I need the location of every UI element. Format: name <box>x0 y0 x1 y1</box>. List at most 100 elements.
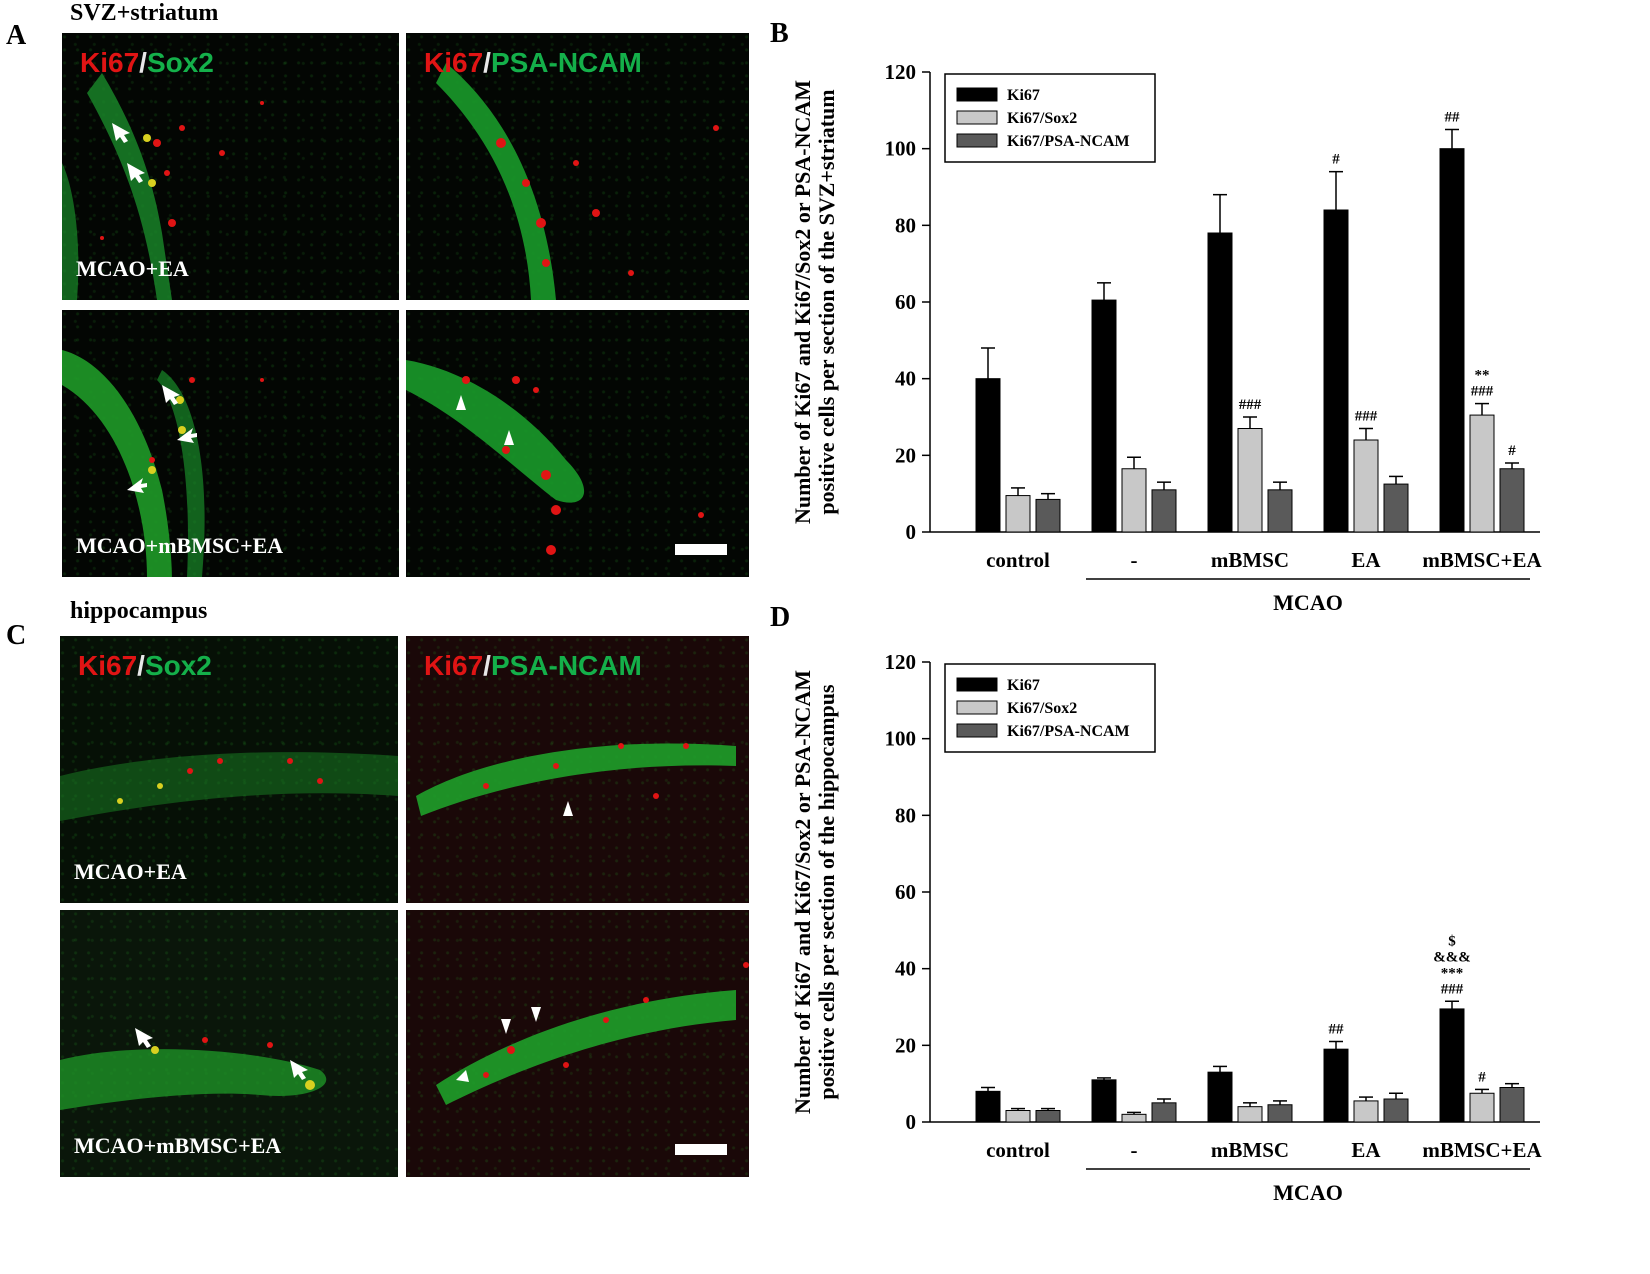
legend-swatch <box>956 723 998 738</box>
legend-label: Ki67/Sox2 <box>1007 110 1077 127</box>
bar <box>1323 209 1349 533</box>
region-title-svz: SVZ+striatum <box>70 0 219 26</box>
bar <box>1439 148 1465 533</box>
region-title-hippocampus: hippocampus <box>70 598 208 624</box>
y-tick-label: 80 <box>895 803 916 827</box>
chart-b-svg: Number of Ki67 and Ki67/Sox2 or PSA-NCAM… <box>790 60 1542 615</box>
bar <box>975 378 1001 533</box>
bar <box>1237 1106 1263 1123</box>
panel-letter-b: B <box>770 18 789 49</box>
y-axis-label: positive cells per section of the SVZ+st… <box>814 89 839 514</box>
bar <box>1439 1008 1465 1123</box>
bar <box>975 1090 1001 1123</box>
significance-label: $ <box>1448 933 1456 949</box>
y-tick-label: 100 <box>885 137 917 161</box>
legend-swatch <box>956 87 998 102</box>
significance-label: # <box>1332 152 1340 168</box>
bar <box>1005 1110 1031 1123</box>
bar <box>1121 468 1147 533</box>
panel-letter-c: C <box>6 620 27 651</box>
x-tick-label: EA <box>1351 1138 1381 1162</box>
y-axis-label: positive cells per section of the hippoc… <box>814 684 839 1100</box>
legend-label: Ki67/PSA-NCAM <box>1007 723 1130 740</box>
bar <box>1207 1071 1233 1123</box>
y-tick-label: 20 <box>895 1033 916 1057</box>
bar <box>1267 1104 1293 1123</box>
stain-label: Ki67/Sox2 <box>80 47 214 78</box>
x-tick-label: control <box>986 1138 1050 1162</box>
bar <box>1237 428 1263 533</box>
stain-label: Ki67/Sox2 <box>78 650 212 681</box>
y-tick-label: 60 <box>895 880 916 904</box>
bar <box>1383 483 1409 533</box>
panel-letter-a: A <box>6 20 27 51</box>
micrograph-c4 <box>406 910 749 1177</box>
significance-label: # <box>1478 1069 1486 1085</box>
bar <box>1469 1092 1495 1123</box>
chart-b: Number of Ki67 and Ki67/Sox2 or PSA-NCAM… <box>780 40 1640 620</box>
x-tick-label: - <box>1131 1138 1138 1162</box>
y-tick-label: 0 <box>906 520 917 544</box>
y-tick-label: 100 <box>885 727 917 751</box>
condition-label: MCAO+mBMSC+EA <box>76 533 284 558</box>
y-tick-label: 40 <box>895 957 916 981</box>
significance-label: ** <box>1475 368 1490 384</box>
condition-label: MCAO+EA <box>74 859 187 884</box>
condition-label: MCAO+mBMSC+EA <box>74 1133 282 1158</box>
condition-label: MCAO+EA <box>76 256 189 281</box>
legend-swatch <box>956 700 998 715</box>
y-tick-label: 120 <box>885 60 917 84</box>
bar <box>1091 1079 1117 1123</box>
micrograph-c1: Ki67/Sox2 MCAO+EA <box>60 636 398 903</box>
significance-label: ### <box>1355 409 1378 425</box>
micrograph-a1: Ki67/Sox2 MCAO+EA <box>62 33 399 300</box>
micrograph-a3: MCAO+mBMSC+EA <box>62 310 399 577</box>
significance-label: ## <box>1445 110 1461 126</box>
bar <box>1267 489 1293 533</box>
chart-d: Number of Ki67 and Ki67/Sox2 or PSA-NCAM… <box>780 630 1640 1220</box>
y-tick-label: 60 <box>895 290 916 314</box>
y-axis-label: Number of Ki67 and Ki67/Sox2 or PSA-NCAM <box>790 80 815 524</box>
bar <box>1383 1098 1409 1123</box>
y-tick-label: 0 <box>906 1110 917 1134</box>
stain-label: Ki67/PSA-NCAM <box>424 650 642 681</box>
micrograph-a4 <box>406 310 749 577</box>
legend-label: Ki67 <box>1007 677 1040 694</box>
scale-bar <box>675 544 727 555</box>
bar <box>1207 232 1233 533</box>
significance-label: ### <box>1471 384 1494 400</box>
x-tick-label: control <box>986 548 1050 572</box>
stain-label: Ki67/PSA-NCAM <box>424 47 642 78</box>
bar <box>1035 1110 1061 1123</box>
micrograph-a2: Ki67/PSA-NCAM <box>406 33 749 300</box>
bar <box>1121 1113 1147 1123</box>
significance-label: &&& <box>1433 949 1471 965</box>
legend-label: Ki67/PSA-NCAM <box>1007 133 1130 150</box>
x-tick-label: mBMSC <box>1211 548 1289 572</box>
bar <box>1005 495 1031 533</box>
x-tick-label: EA <box>1351 548 1381 572</box>
legend-swatch <box>956 133 998 148</box>
y-axis-label: Number of Ki67 and Ki67/Sox2 or PSA-NCAM <box>790 670 815 1114</box>
micrograph-c2: Ki67/PSA-NCAM <box>406 636 749 903</box>
micrograph-c3: MCAO+mBMSC+EA <box>60 910 398 1177</box>
bar <box>1151 1102 1177 1123</box>
x-tick-label: mBMSC <box>1211 1138 1289 1162</box>
group-label: MCAO <box>1273 1180 1343 1205</box>
significance-label: *** <box>1441 965 1464 981</box>
bar <box>1151 489 1177 533</box>
y-tick-label: 80 <box>895 213 916 237</box>
y-tick-label: 40 <box>895 367 916 391</box>
legend-swatch <box>956 677 998 692</box>
group-label: MCAO <box>1273 590 1343 615</box>
scale-bar <box>675 1144 727 1155</box>
y-tick-label: 20 <box>895 443 916 467</box>
significance-label: # <box>1508 443 1516 459</box>
panel-letter-d: D <box>770 602 791 633</box>
significance-label: ## <box>1329 1022 1345 1038</box>
significance-label: ### <box>1239 397 1262 413</box>
bar <box>1353 1100 1379 1123</box>
legend-label: Ki67/Sox2 <box>1007 700 1077 717</box>
x-tick-label: - <box>1131 548 1138 572</box>
y-tick-label: 120 <box>885 650 917 674</box>
